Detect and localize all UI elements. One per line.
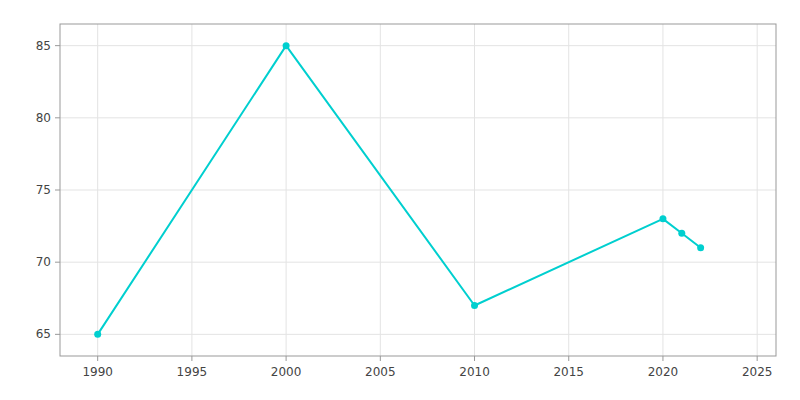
point: [471, 302, 478, 309]
x-tick-label: 2020: [648, 365, 679, 379]
y-grid-line: [60, 262, 776, 263]
y-grid-line: [60, 45, 776, 46]
axes: 1990 1995 2000 2005 2010 2015 2020 2025 65 70 75 80…: [36, 39, 773, 379]
x-tick: [662, 356, 663, 361]
chart-container: 1990 1995 2000 2005 2010 2015 2020 2025 65 70 75 80…: [0, 0, 800, 400]
y-tick: [55, 117, 60, 118]
point: [678, 230, 685, 237]
x-tick-label: 2000: [271, 365, 302, 379]
plot-background: [60, 24, 776, 356]
grid: [60, 24, 776, 356]
x-tick-label: 2015: [553, 365, 584, 379]
x-tick: [286, 356, 287, 361]
y-tick: [55, 334, 60, 335]
chart-svg: 1990 1995 2000 2005 2010 2015 2020 2025 65 70 75 80…: [0, 0, 800, 400]
point: [659, 215, 666, 222]
y-tick: [55, 45, 60, 46]
y-tick-label: 75: [36, 183, 51, 197]
point: [697, 244, 704, 251]
x-tick-label: 2010: [459, 365, 490, 379]
y-tick-label: 70: [36, 255, 51, 269]
y-grid-line: [60, 334, 776, 335]
y-grid-line: [60, 190, 776, 191]
x-tick-label: 2025: [742, 365, 773, 379]
y-tick: [55, 262, 60, 263]
line: [98, 46, 701, 335]
x-tick: [568, 356, 569, 361]
x-tick: [380, 356, 381, 361]
y-tick: [55, 190, 60, 191]
x-tick: [191, 356, 192, 361]
point: [94, 331, 101, 338]
y-grid-line: [60, 117, 776, 118]
x-tick: [97, 356, 98, 361]
x-tick-label: 2005: [365, 365, 396, 379]
y-tick-label: 80: [36, 111, 51, 125]
y-tick-label: 65: [36, 327, 51, 341]
plot-frame: [60, 24, 776, 356]
point: [283, 42, 290, 49]
x-tick: [757, 356, 758, 361]
x-tick: [474, 356, 475, 361]
series: [94, 42, 704, 338]
y-tick-label: 85: [36, 39, 51, 53]
x-tick-label: 1990: [82, 365, 113, 379]
x-tick-label: 1995: [177, 365, 208, 379]
